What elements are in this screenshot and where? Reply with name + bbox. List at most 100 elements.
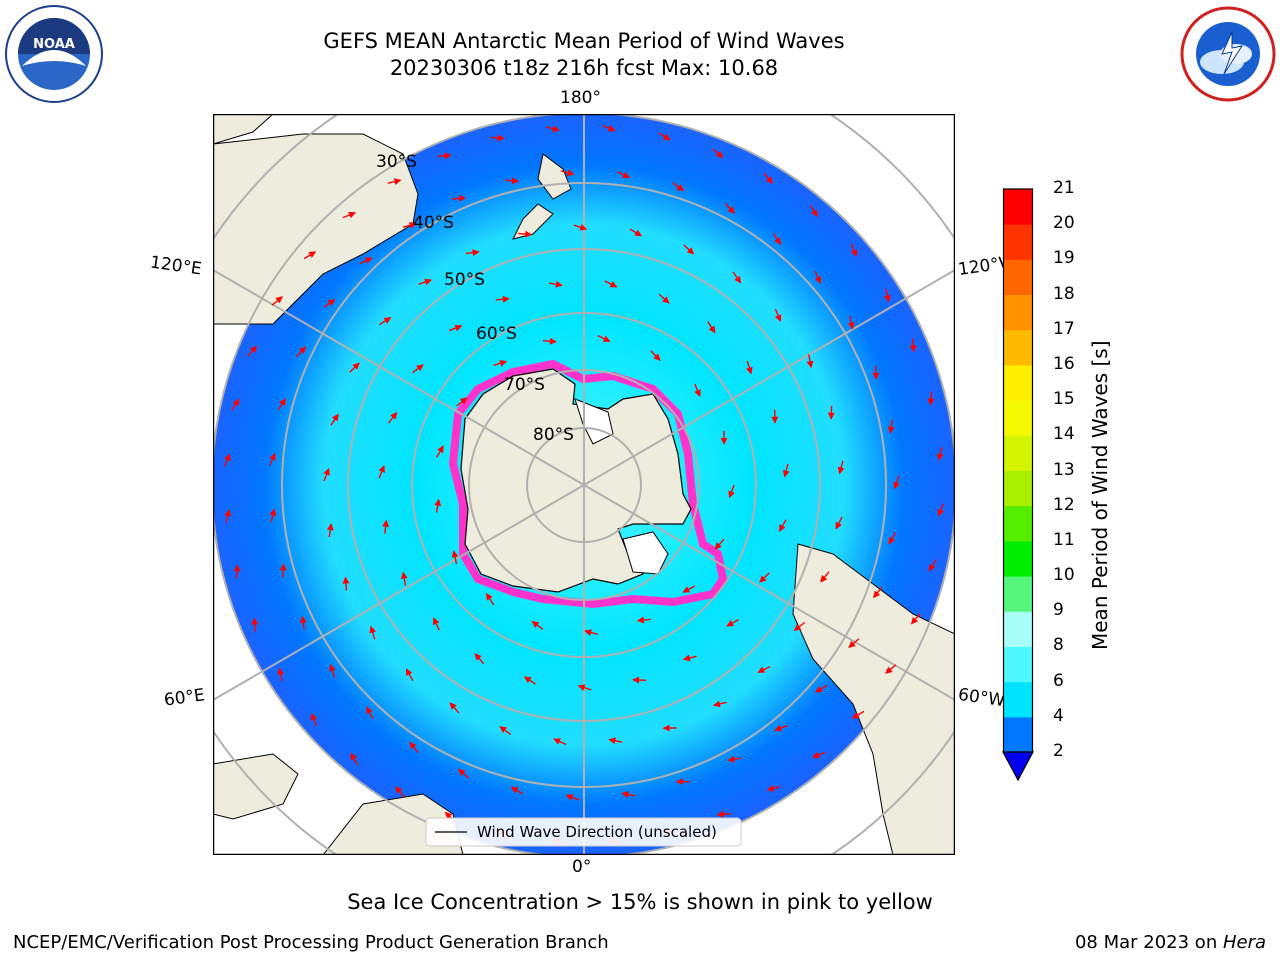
wind-wave-arrowhead [433,617,440,626]
wind-wave-arrowhead [682,654,691,662]
wind-wave-arrowhead [233,564,241,572]
wind-wave-arrowhead [459,397,468,405]
wind-wave-arrowhead [565,794,574,801]
wind-wave-arrowhead [765,176,773,184]
wind-wave-arrowhead [675,778,683,786]
wind-wave-arrowhead [416,364,424,372]
wind-wave-arrowhead [499,726,508,733]
wind-wave-arrowhead [609,281,618,288]
colorbar-tick-label: 16 [1053,353,1075,374]
wind-wave-arrowhead [326,523,334,531]
meridian-label-120e: 120°E [148,252,203,280]
sea-ice-caption: Sea Ice Concentration > 15% is shown in … [347,890,933,914]
wind-wave-arrowhead [523,676,532,684]
wind-wave-arrowhead [249,345,258,354]
wind-wave-arrowhead [928,563,936,572]
colorbar-cell [1003,576,1033,612]
wind-wave-arrowhead [893,481,900,490]
wind-wave-arrowhead [602,335,611,342]
wind-wave-arrowhead [364,257,373,264]
colorbar-tick-label: 13 [1053,459,1075,480]
wind-wave-arrowhead [449,702,457,710]
wind-wave-arrowhead [400,571,408,580]
wind-wave-arrowhead [405,668,413,677]
wind-wave-arrowhead [584,629,592,636]
wind-wave-arrowhead [224,453,231,462]
wind-wave-arrowhead [872,372,880,381]
wind-wave-arrowhead [224,509,232,517]
colorbar-cell [1003,294,1033,331]
wind-wave-arrowhead [634,229,643,237]
wind-wave-arrowhead [686,247,695,255]
wind-wave-arrowhead [298,346,307,354]
colorbar-tick-label: 15 [1053,389,1075,410]
wind-wave-arrowhead [662,133,671,141]
wind-wave-arrowhead [909,345,917,353]
colorbar-cell [1003,505,1033,542]
wind-wave-arrowhead [485,592,493,601]
wind-wave-arrowhead [734,275,742,284]
wind-wave-arrowhead [329,663,336,672]
wind-wave-arrowhead [331,413,339,422]
wind-wave-arrowhead [382,519,390,528]
colorbar-tick-label: 6 [1053,670,1064,691]
wind-wave-arrowhead [395,786,403,794]
wind-wave-arrowhead [553,738,561,745]
colorbar-tick-label: 19 [1053,248,1075,269]
wind-wave-arrowhead [936,453,944,461]
wind-wave-arrowhead [454,324,463,332]
wind-wave-arrowhead [607,125,616,132]
wind-wave-arrowhead [720,437,728,445]
map-subtitle: 20230306 t18z 216h fcst Max: 10.68 [389,56,779,80]
wind-wave-arrowhead [885,666,893,674]
polar-map: Wind Wave Direction (unscaled) [212,113,956,856]
wind-wave-arrowhead [708,325,716,334]
wind-wave-arrowhead [636,616,645,624]
wind-wave-arrowhead [279,398,286,406]
wind-wave-arrowhead [814,686,823,693]
footer-machine: Hera [1222,932,1266,953]
wind-wave-arrowhead [757,666,766,673]
colorbar-tick-label: 8 [1053,635,1064,656]
wind-wave-arrowhead [277,667,284,676]
wind-wave-arrowhead [472,249,480,256]
wind-wave-arrowhead [782,469,790,478]
wind-wave-arrowhead [409,222,417,229]
wind-wave-arrowhead [793,624,802,632]
wind-wave-arrowhead [409,741,417,750]
wind-wave-arrowhead [682,586,691,593]
map-title: GEFS MEAN Antarctic Mean Period of Wind … [323,29,845,53]
meridian-label-180: 180° [560,88,601,108]
wind-wave-arrowhead [850,249,858,258]
lat-label-70s: 70°S [504,375,545,395]
wind-wave-arrowhead [299,615,307,624]
colorbar-tick-label: 18 [1053,283,1075,304]
wind-wave-arrowhead [727,206,735,214]
lat-label-80s: 80°S [533,425,574,445]
colorbar-cell [1003,329,1033,366]
colorbar-cell [1003,400,1033,436]
wind-wave-arrowhead [310,712,318,721]
wind-wave-arrowhead [662,296,670,304]
colorbar-cell [1003,681,1033,718]
wind-wave-arrowhead [279,563,287,571]
colorbar-label: Mean Period of Wind Waves [s] [1088,340,1112,650]
wind-wave-arrowhead [424,278,433,286]
wind-wave-arrowhead [369,625,376,634]
colorbar-cell [1003,364,1033,401]
meridian-label-0: 0° [572,857,592,877]
wind-wave-arrowhead [771,416,779,424]
wind-wave-arrowhead [622,171,631,179]
wind-wave-arrowhead [726,620,735,627]
colorbar-tick-label: 21 [1053,178,1075,198]
wind-wave-arrowhead [779,524,786,532]
wind-wave-arrowhead [232,398,240,407]
wind-wave-arrowhead [327,298,336,306]
colorbar-cell [1003,435,1033,471]
map-legend: Wind Wave Direction (unscaled) [425,817,742,847]
wind-wave-arrowhead [814,276,822,285]
colorbar-tick-label: 14 [1053,424,1075,445]
wind-wave-arrowhead [820,575,828,583]
lat-label-30s: 30°S [376,152,417,172]
lat-label-40s: 40°S [413,213,454,233]
